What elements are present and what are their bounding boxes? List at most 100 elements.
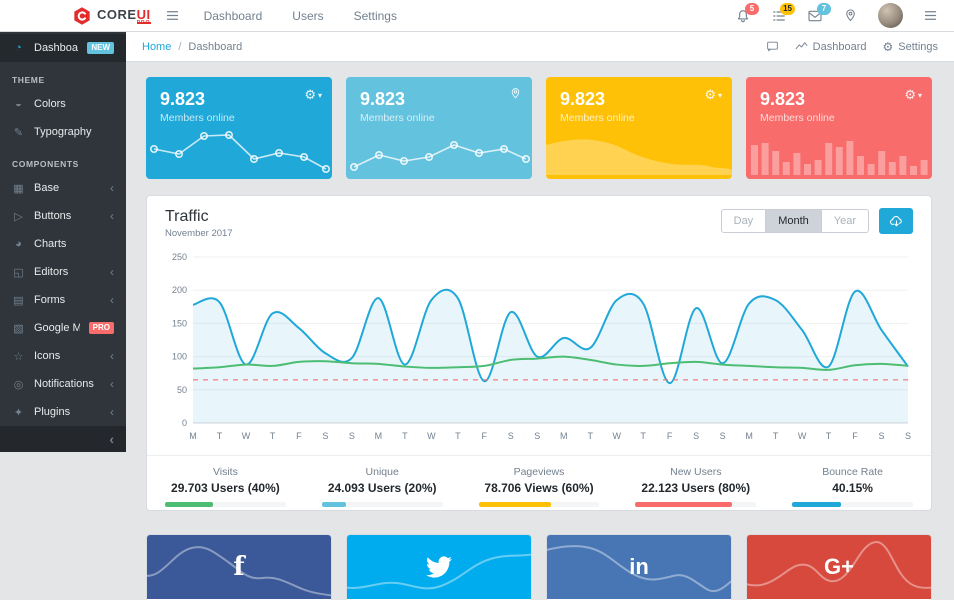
bell-badge: 5 — [745, 2, 759, 15]
svg-text:S: S — [534, 431, 540, 441]
location-pin-icon[interactable] — [843, 8, 858, 23]
breadcrumb: Home / Dashboard Dashboard ⚙ Settings — [126, 32, 954, 62]
wave-decoration — [147, 546, 331, 597]
puzzle-icon: ▦ — [13, 182, 24, 195]
sidebar-item-forms[interactable]: ▤ Forms ‹ — [13, 293, 114, 307]
settings-dropdown-icon[interactable]: ⚙ ▾ — [904, 87, 922, 102]
chevron-left-icon: ‹ — [110, 349, 114, 363]
sidebar-item-buttons[interactable]: ▷ Buttons ‹ — [0, 202, 126, 230]
sidebar-minimizer[interactable]: ‹ — [0, 426, 126, 452]
pie-chart-icon: ◕ — [15, 238, 22, 250]
summary-cards-row: 9.823 Members online ⚙ ▾ 9.823 Members on… — [146, 77, 932, 179]
sidebar-title-components: COMPONENTS — [12, 159, 79, 169]
svg-text:F: F — [852, 431, 858, 441]
svg-text:S: S — [322, 431, 328, 441]
bell-icon: ◎ — [13, 378, 24, 391]
range-button-day[interactable]: Day — [720, 209, 767, 233]
energy-icon: ✦ — [13, 406, 24, 419]
envelope-icon[interactable]: 7 — [807, 2, 831, 24]
breadcrumb-home-link[interactable]: Home — [142, 40, 172, 53]
sidebar-item-charts[interactable]: ◕ Charts — [0, 230, 126, 258]
progress-bar — [165, 502, 286, 507]
breadcrumb-action-dashboard[interactable]: Dashboard — [795, 40, 866, 53]
brand-logo[interactable]: CORE UI PRO — [72, 6, 151, 26]
svg-text:S: S — [879, 431, 885, 441]
sidebar-item-dashboard[interactable]: ◔ Dashboard NEW — [0, 34, 126, 62]
svg-text:W: W — [242, 431, 251, 441]
nav-link-users[interactable]: Users — [292, 8, 324, 23]
chevron-left-icon: ‹ — [110, 377, 114, 391]
sidebar-item-icons[interactable]: ☆ Icons ‹ — [13, 349, 114, 363]
svg-text:T: T — [455, 431, 461, 441]
svg-text:T: T — [402, 431, 408, 441]
linkedin-card: in — [546, 534, 732, 600]
svg-text:W: W — [798, 431, 807, 441]
cloud-download-icon — [889, 215, 902, 226]
facebook-icon: f — [233, 552, 245, 582]
sidebar-item-plugins[interactable]: ✦ Plugins ‹ — [13, 405, 114, 419]
sidebar-item-base[interactable]: ▦ Base ‹ — [13, 181, 114, 195]
envelope-badge: 7 — [817, 2, 831, 15]
range-button-year[interactable]: Year — [821, 209, 869, 233]
nav-link-settings[interactable]: Settings — [353, 8, 397, 23]
svg-text:0: 0 — [182, 418, 187, 428]
chevron-left-icon: ‹ — [110, 209, 114, 223]
line-sparkline — [150, 131, 331, 173]
user-avatar[interactable] — [878, 3, 903, 28]
bar-sparkline — [751, 141, 928, 175]
area-sparkline — [546, 139, 732, 175]
bell-icon[interactable]: 5 — [735, 2, 759, 24]
traffic-chart: 0 50 100 150 200 250 M T W T F S S M T W T F S S M T W T F S S M T W T… — [165, 249, 913, 447]
svg-text:50: 50 — [177, 385, 187, 395]
svg-text:M: M — [745, 431, 753, 441]
pencil-icon: ✎ — [13, 126, 24, 139]
graph-icon — [795, 42, 808, 50]
settings-dropdown-icon[interactable]: ⚙ ▾ — [304, 87, 322, 102]
sidebar-item-typography[interactable]: ✎ Typography — [13, 126, 92, 139]
nav-link-dashboard[interactable]: Dashboard — [203, 8, 263, 23]
speech-icon[interactable] — [766, 40, 779, 53]
svg-text:S: S — [693, 431, 699, 441]
sidebar-toggler[interactable] — [165, 8, 180, 23]
traffic-subtitle: November 2017 — [165, 228, 233, 239]
card-label: Members online — [160, 112, 235, 124]
traffic-title: Traffic — [165, 208, 209, 225]
range-button-group: Day Month Year — [720, 209, 869, 233]
aside-toggler[interactable] — [923, 8, 938, 23]
brand-text: CORE UI PRO — [97, 8, 151, 26]
svg-text:M: M — [375, 431, 383, 441]
range-button-month[interactable]: Month — [766, 209, 822, 233]
breadcrumb-current: Dashboard — [188, 40, 243, 53]
sidebar-item-colors[interactable]: ◒ Colors — [0, 90, 126, 118]
stat-new-users: New Users 22.123 Users (80%) — [617, 466, 774, 507]
breadcrumb-action-settings[interactable]: ⚙ Settings — [882, 39, 938, 54]
location-pin-icon[interactable] — [509, 87, 522, 100]
breadcrumb-separator: / — [178, 40, 182, 53]
new-badge: NEW — [87, 42, 114, 54]
svg-text:T: T — [587, 431, 593, 441]
stat-bounce-rate: Bounce Rate 40.15% — [774, 466, 931, 507]
sidebar-item-google-maps[interactable]: ▧ Google Maps PRO — [0, 314, 126, 342]
notes-icon: ▤ — [13, 294, 24, 307]
cursor-icon: ▷ — [14, 210, 23, 223]
main-content: 9.823 Members online ⚙ ▾ 9.823 Members on… — [126, 62, 954, 600]
svg-text:W: W — [612, 431, 621, 441]
linkedin-icon: in — [629, 554, 649, 579]
svg-text:F: F — [667, 431, 673, 441]
wave-decoration — [547, 545, 731, 593]
sidebar-item-notifications[interactable]: ◎ Notifications ‹ — [13, 377, 114, 391]
svg-text:S: S — [720, 431, 726, 441]
navbar-right: 5 15 7 — [735, 2, 938, 28]
chevron-left-icon: ‹ — [110, 405, 114, 419]
card-value: 9.823 — [160, 89, 206, 109]
sidebar-item-editors[interactable]: ◱ Editors ‹ — [13, 265, 114, 279]
brand-pro-label: PRO — [136, 19, 151, 26]
cloud-download-button[interactable] — [879, 208, 913, 234]
svg-text:S: S — [508, 431, 514, 441]
code-icon: ◱ — [13, 266, 24, 279]
sidebar: ◔ Dashboard NEW THEME ◒ Colors ✎ Typogra… — [0, 32, 126, 600]
members-online-card-primary: 9.823 Members online ⚙ ▾ — [146, 77, 332, 179]
list-icon[interactable]: 15 — [771, 2, 795, 24]
googleplus-icon: G+ — [824, 554, 854, 579]
settings-dropdown-icon[interactable]: ⚙ ▾ — [704, 87, 722, 102]
